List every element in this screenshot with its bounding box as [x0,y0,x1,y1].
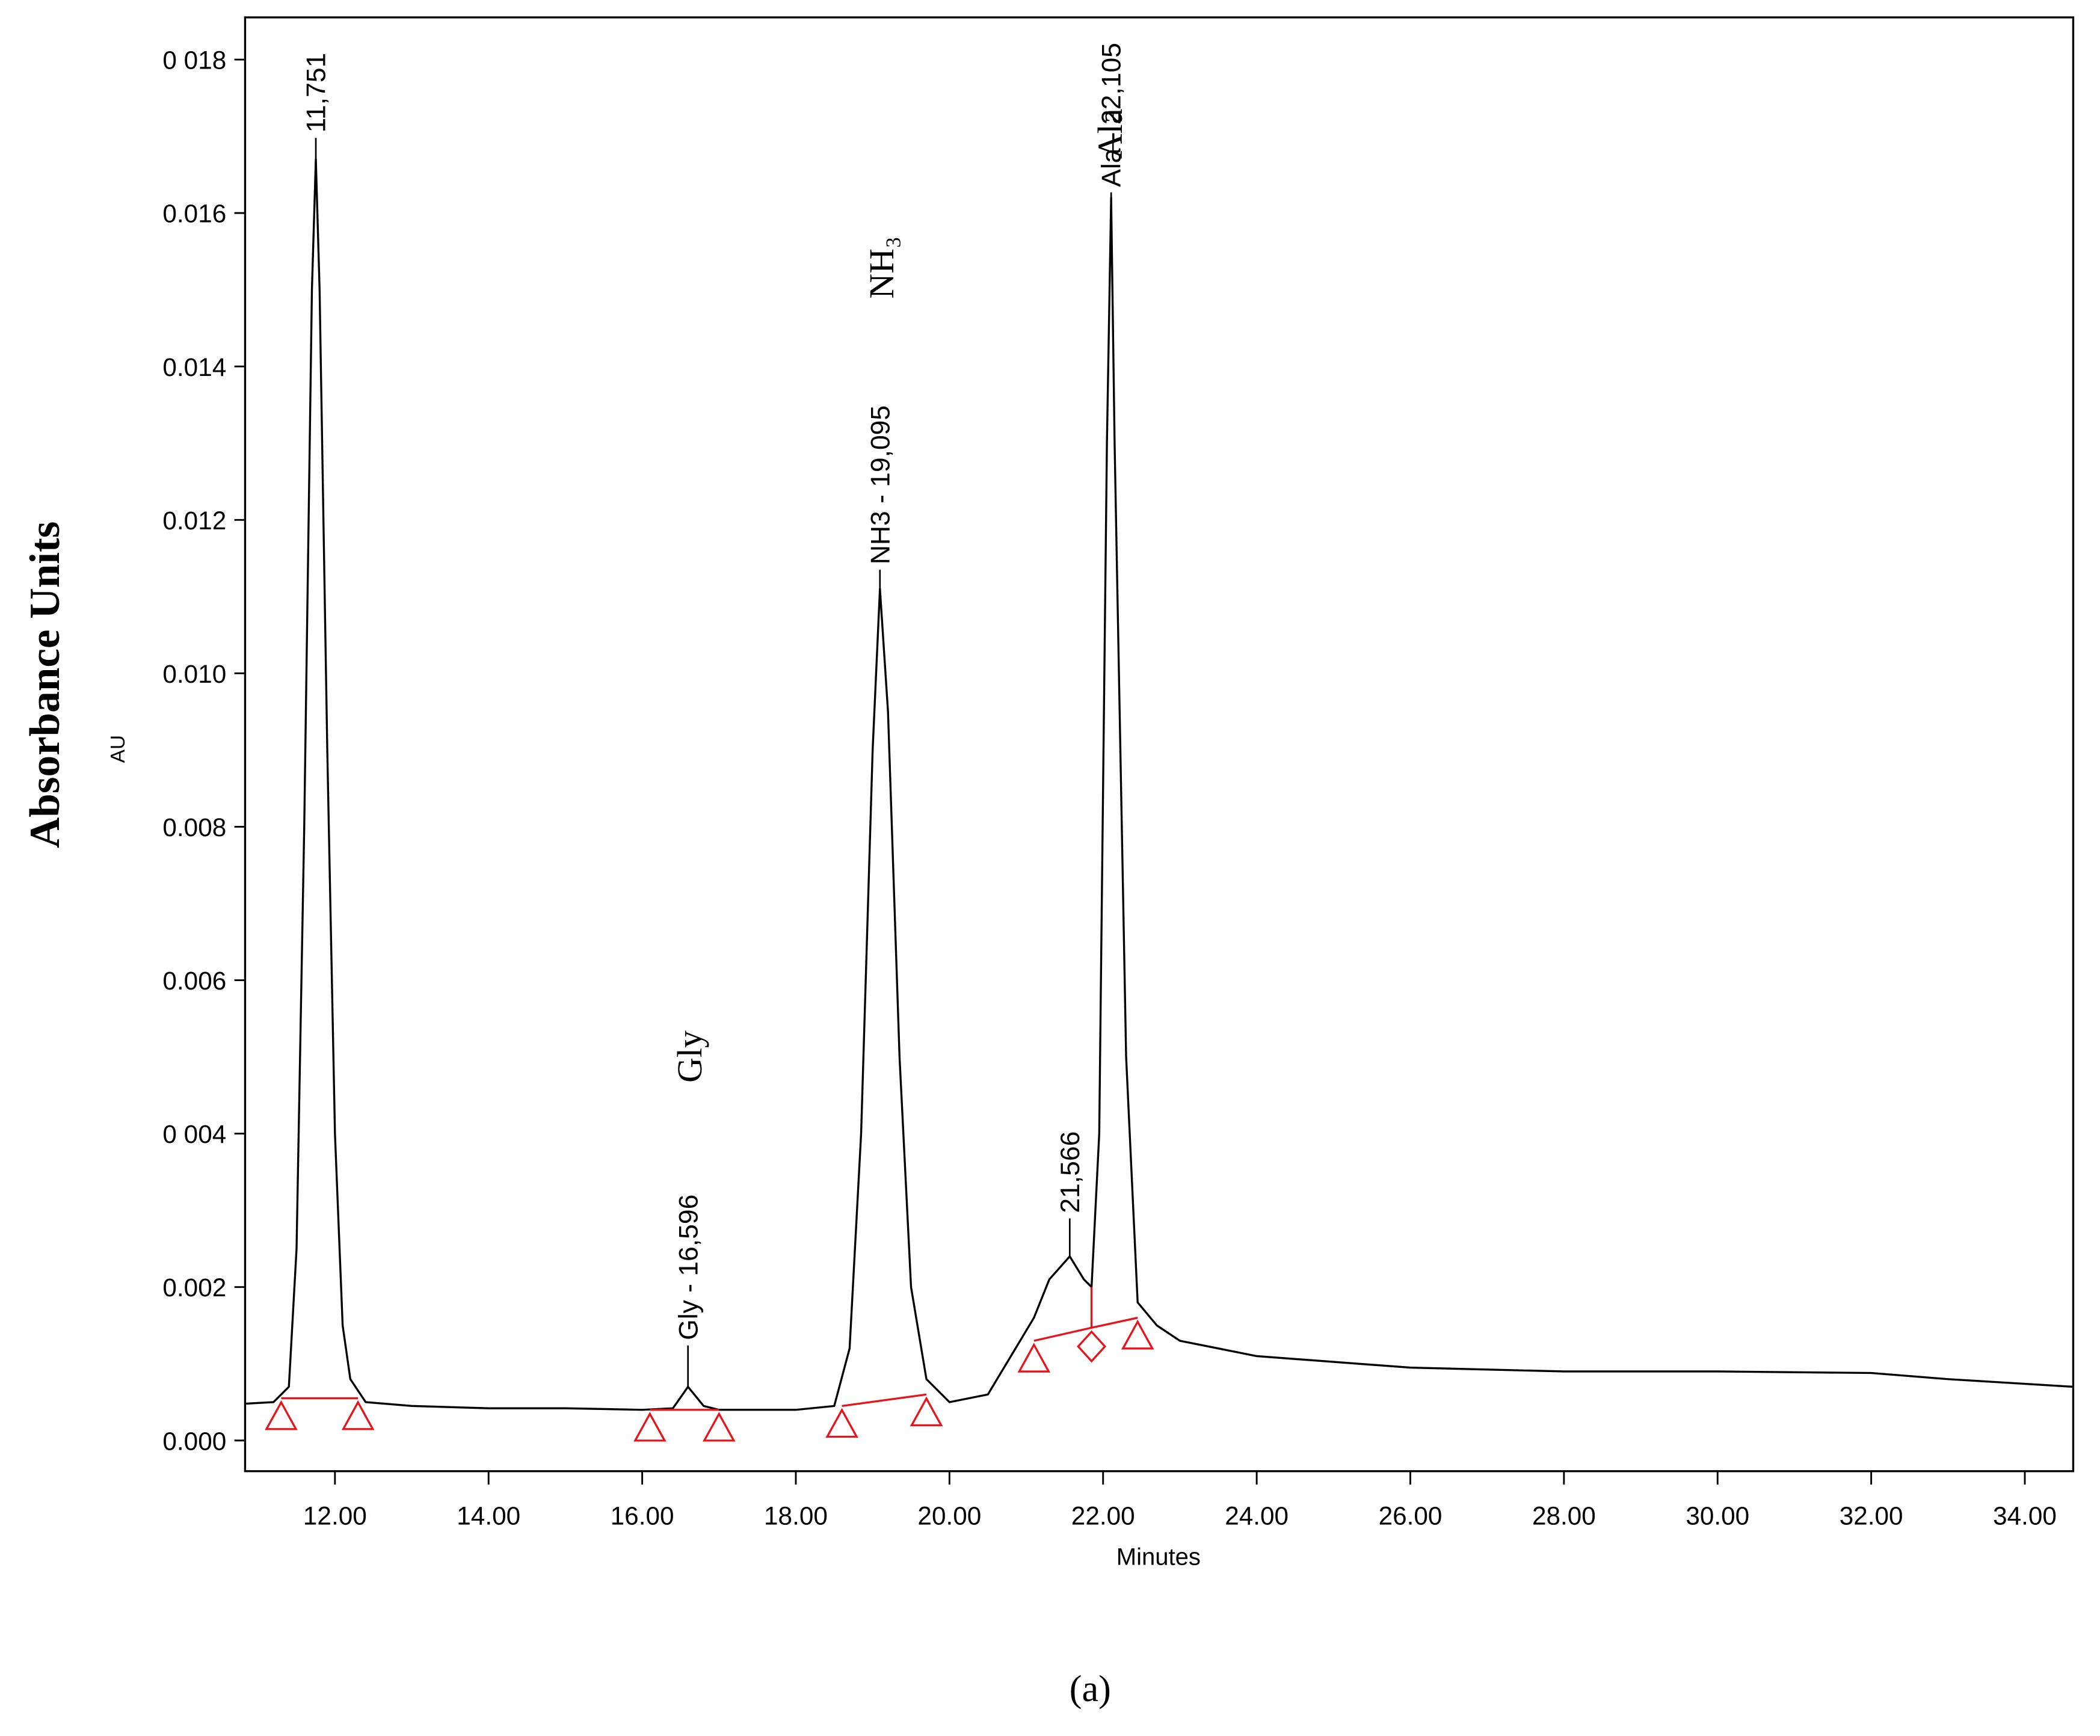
y-tick-label: 0.008 [162,813,226,842]
x-tick-label: 14.00 [457,1502,520,1530]
baseline-marker [1121,1319,1154,1350]
baseline-marker [265,1400,298,1430]
baseline-marker [633,1411,667,1442]
x-tick-label: 24.00 [1225,1502,1289,1530]
x-tick-label: 26.00 [1379,1502,1443,1530]
peak-label: Gly - 16,596 [674,1195,703,1340]
y-tick-label: 0.016 [162,200,226,228]
x-tick-label: 20.00 [917,1502,981,1530]
x-tick-label: 16.00 [611,1502,674,1530]
x-tick-label: 22.00 [1071,1502,1135,1530]
peak-label: 11,751 [302,53,331,133]
y-tick-label: 0.012 [162,506,226,535]
y-tick-label: 0.010 [162,660,226,688]
y-tick-label: 0 018 [162,46,226,75]
x-tick-label: 32.00 [1840,1502,1903,1530]
peak-annotation: Gly [670,1030,709,1083]
baseline-marker [702,1411,736,1442]
x-tick-label: 30.00 [1686,1502,1749,1530]
y-axis-title: Absorbance Units [22,522,69,848]
y-axis-unit: AU [107,735,129,763]
plot-frame [244,16,2075,1473]
split-marker [1077,1330,1107,1363]
baseline-marker [910,1396,943,1427]
peak-label: Ala - 22,105 [1097,43,1127,187]
peak-label: NH3 - 19,095 [866,405,895,564]
caption: (a) [1070,1668,1111,1710]
x-tick-label: 18.00 [764,1502,828,1530]
y-tick-label: 0 004 [162,1120,226,1148]
x-tick-label: 34.00 [1993,1502,2057,1530]
y-tick-label: 0.002 [162,1273,226,1302]
peak-annotation: Ala [1091,109,1130,159]
x-tick-label: 12.00 [303,1502,367,1530]
baseline-marker [341,1400,375,1430]
chromatogram-line [245,158,2074,1411]
baseline-marker [1017,1343,1051,1373]
peak-annotation: NH₃ [862,236,901,299]
x-axis-title: Minutes [1116,1544,1201,1570]
peak-label: 21,566 [1056,1131,1085,1213]
y-tick-label: 0.006 [162,967,226,995]
integration-baseline [1033,1317,1138,1342]
y-tick-label: 0.014 [162,353,226,381]
x-tick-label: 28.00 [1532,1502,1596,1530]
baseline-marker [825,1408,858,1438]
integration-baseline [842,1393,927,1408]
y-tick-label: 0.000 [162,1427,226,1455]
